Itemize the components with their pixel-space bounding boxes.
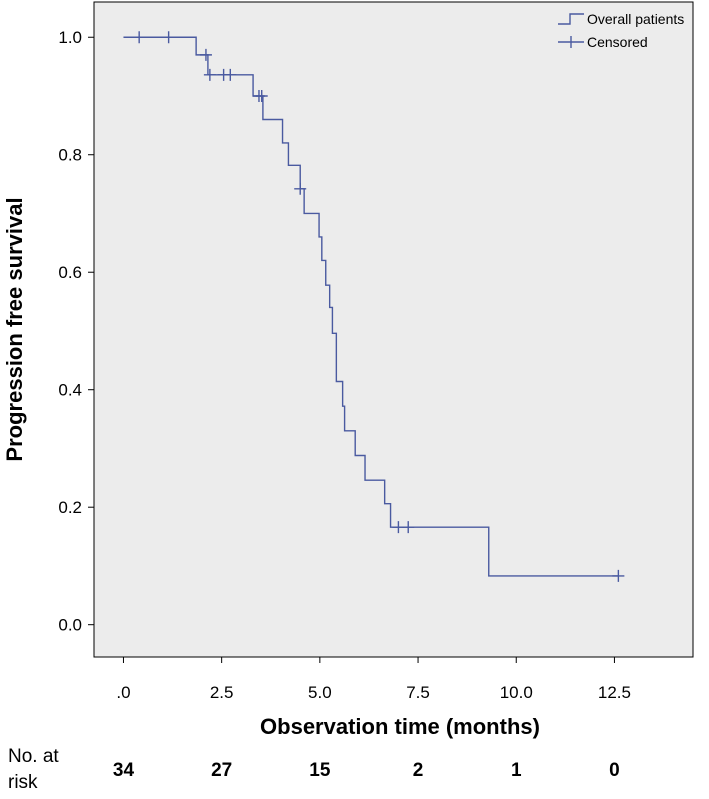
- censored-marker: [199, 48, 212, 61]
- x-tick-label: 12.5: [598, 683, 631, 702]
- x-tick-label: 5.0: [308, 683, 332, 702]
- x-axis: .0 2.5 5.0 7.5 10.0 12.5: [116, 657, 631, 702]
- censored-marker: [203, 68, 216, 81]
- censored-marker: [294, 182, 307, 195]
- y-tick-label: 0.0: [58, 616, 82, 635]
- x-tick-label: 10.0: [500, 683, 533, 702]
- censored-markers: [133, 31, 625, 582]
- y-axis: 0.0 0.2 0.4 0.6 0.8 1.0: [58, 28, 94, 635]
- survival-curve-overall-patients: [123, 36, 619, 577]
- censored-marker: [133, 31, 146, 44]
- censored-marker: [402, 521, 415, 534]
- legend: Overall patients Censored: [558, 11, 684, 50]
- risk-count: 2: [412, 760, 424, 781]
- legend-step-line-symbol: [558, 13, 584, 25]
- x-tick-label: .0: [116, 683, 130, 702]
- plot-area: [93, 1, 694, 658]
- x-tick-label: 2.5: [210, 683, 234, 702]
- y-tick-label: 0.8: [58, 146, 82, 165]
- y-tick-label: 0.4: [58, 381, 82, 400]
- legend-label-overall-patients: Overall patients: [587, 11, 684, 27]
- legend-censored-plus-symbol: [558, 36, 584, 48]
- x-tick-label: 7.5: [406, 683, 430, 702]
- risk-count: 15: [309, 760, 331, 781]
- risk-table-label: No. at risk: [8, 746, 59, 793]
- censored-marker: [612, 569, 625, 582]
- y-tick-label: 0.6: [58, 263, 82, 282]
- risk-count: 34: [112, 760, 135, 781]
- risk-count: 1: [510, 760, 522, 781]
- censored-marker: [255, 89, 268, 102]
- x-axis-title: Observation time (months): [260, 714, 540, 739]
- legend-label-censored: Censored: [587, 34, 648, 50]
- risk-count: 0: [609, 760, 620, 781]
- y-tick-label: 0.2: [58, 498, 82, 517]
- censored-marker: [224, 68, 237, 81]
- y-tick-label: 1.0: [58, 28, 82, 47]
- risk-count: 27: [211, 760, 233, 781]
- y-axis-title: Progression free survival: [2, 197, 27, 461]
- censored-marker: [162, 31, 175, 44]
